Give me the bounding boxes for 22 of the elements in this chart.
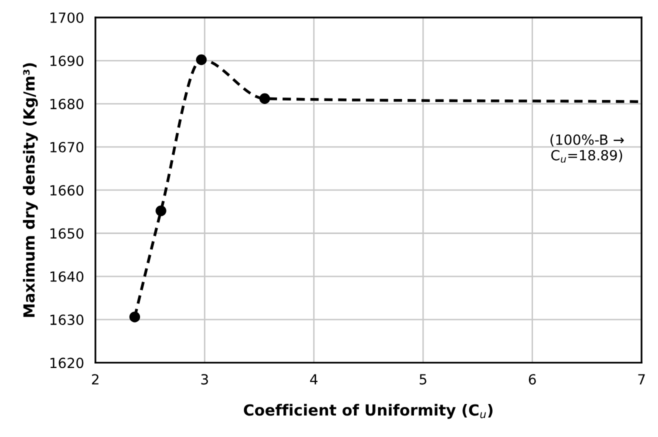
x-tick-label: 5: [420, 374, 426, 385]
y-tick-label: 1640: [50, 271, 84, 282]
y-tick-label: 1630: [50, 314, 84, 326]
y-tick-label: 1650: [50, 228, 84, 239]
annotation: (100%-B → C$_{u}$=18.89): [550, 134, 624, 163]
y-tick-label: 1690: [50, 56, 84, 66]
y-tick-label: 1660: [50, 185, 84, 196]
y-tick-label: 1620: [50, 358, 84, 368]
point: [156, 205, 166, 216]
y-tick-label: 1680: [50, 98, 84, 110]
y-axis-title: Maximum dry density (Kg/m³): [22, 63, 38, 317]
point: [196, 54, 207, 66]
x-tick-label: 2: [92, 374, 98, 384]
x-tick-label: 3: [201, 374, 208, 385]
x-tick-label: 7: [638, 374, 645, 384]
x-tick-label: 6: [528, 374, 536, 385]
point: [259, 93, 270, 104]
x-axis-title: Coefficient of Uniformity (C$_{u}$): [244, 404, 492, 419]
y-tick-label: 1670: [50, 142, 84, 152]
x-tick-label: 4: [310, 374, 318, 384]
y-tick-label: 1700: [50, 12, 84, 23]
point: [129, 312, 140, 322]
